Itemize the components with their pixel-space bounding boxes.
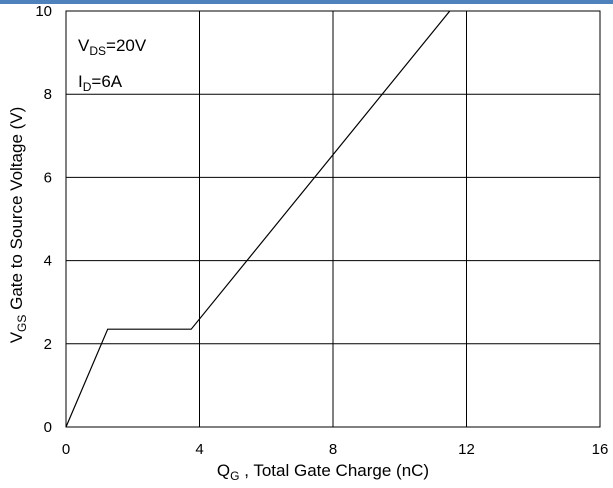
top-accent-bar: [0, 0, 613, 4]
y-tick-label: 0: [44, 419, 52, 436]
x-tick-label: 8: [329, 441, 337, 458]
x-axis-title: QG , Total Gate Charge (nC): [217, 461, 429, 483]
annotation-vds: VDS=20V: [78, 36, 147, 58]
y-tick-label: 6: [44, 169, 52, 186]
annotation-id: ID=6A: [78, 72, 123, 94]
x-tick-labels: 0 4 8 12 16: [62, 441, 609, 458]
x-tick-label: 4: [195, 441, 203, 458]
y-tick-label: 4: [44, 253, 52, 270]
plot-frame: [65, 10, 601, 428]
y-tick-label: 8: [44, 86, 52, 103]
x-tick-label: 12: [458, 441, 475, 458]
series-line-0: [65, 10, 451, 428]
grid-lines: [65, 10, 601, 428]
y-tick-label: 10: [35, 3, 52, 20]
y-axis-title: VGS Gate to Source Voltage (V): [7, 107, 29, 344]
x-tick-label: 16: [592, 441, 609, 458]
x-tick-label: 0: [62, 441, 70, 458]
series-group: [65, 10, 451, 428]
y-tick-label: 2: [44, 336, 52, 353]
y-tick-labels: 0 2 4 6 8 10: [35, 3, 52, 436]
